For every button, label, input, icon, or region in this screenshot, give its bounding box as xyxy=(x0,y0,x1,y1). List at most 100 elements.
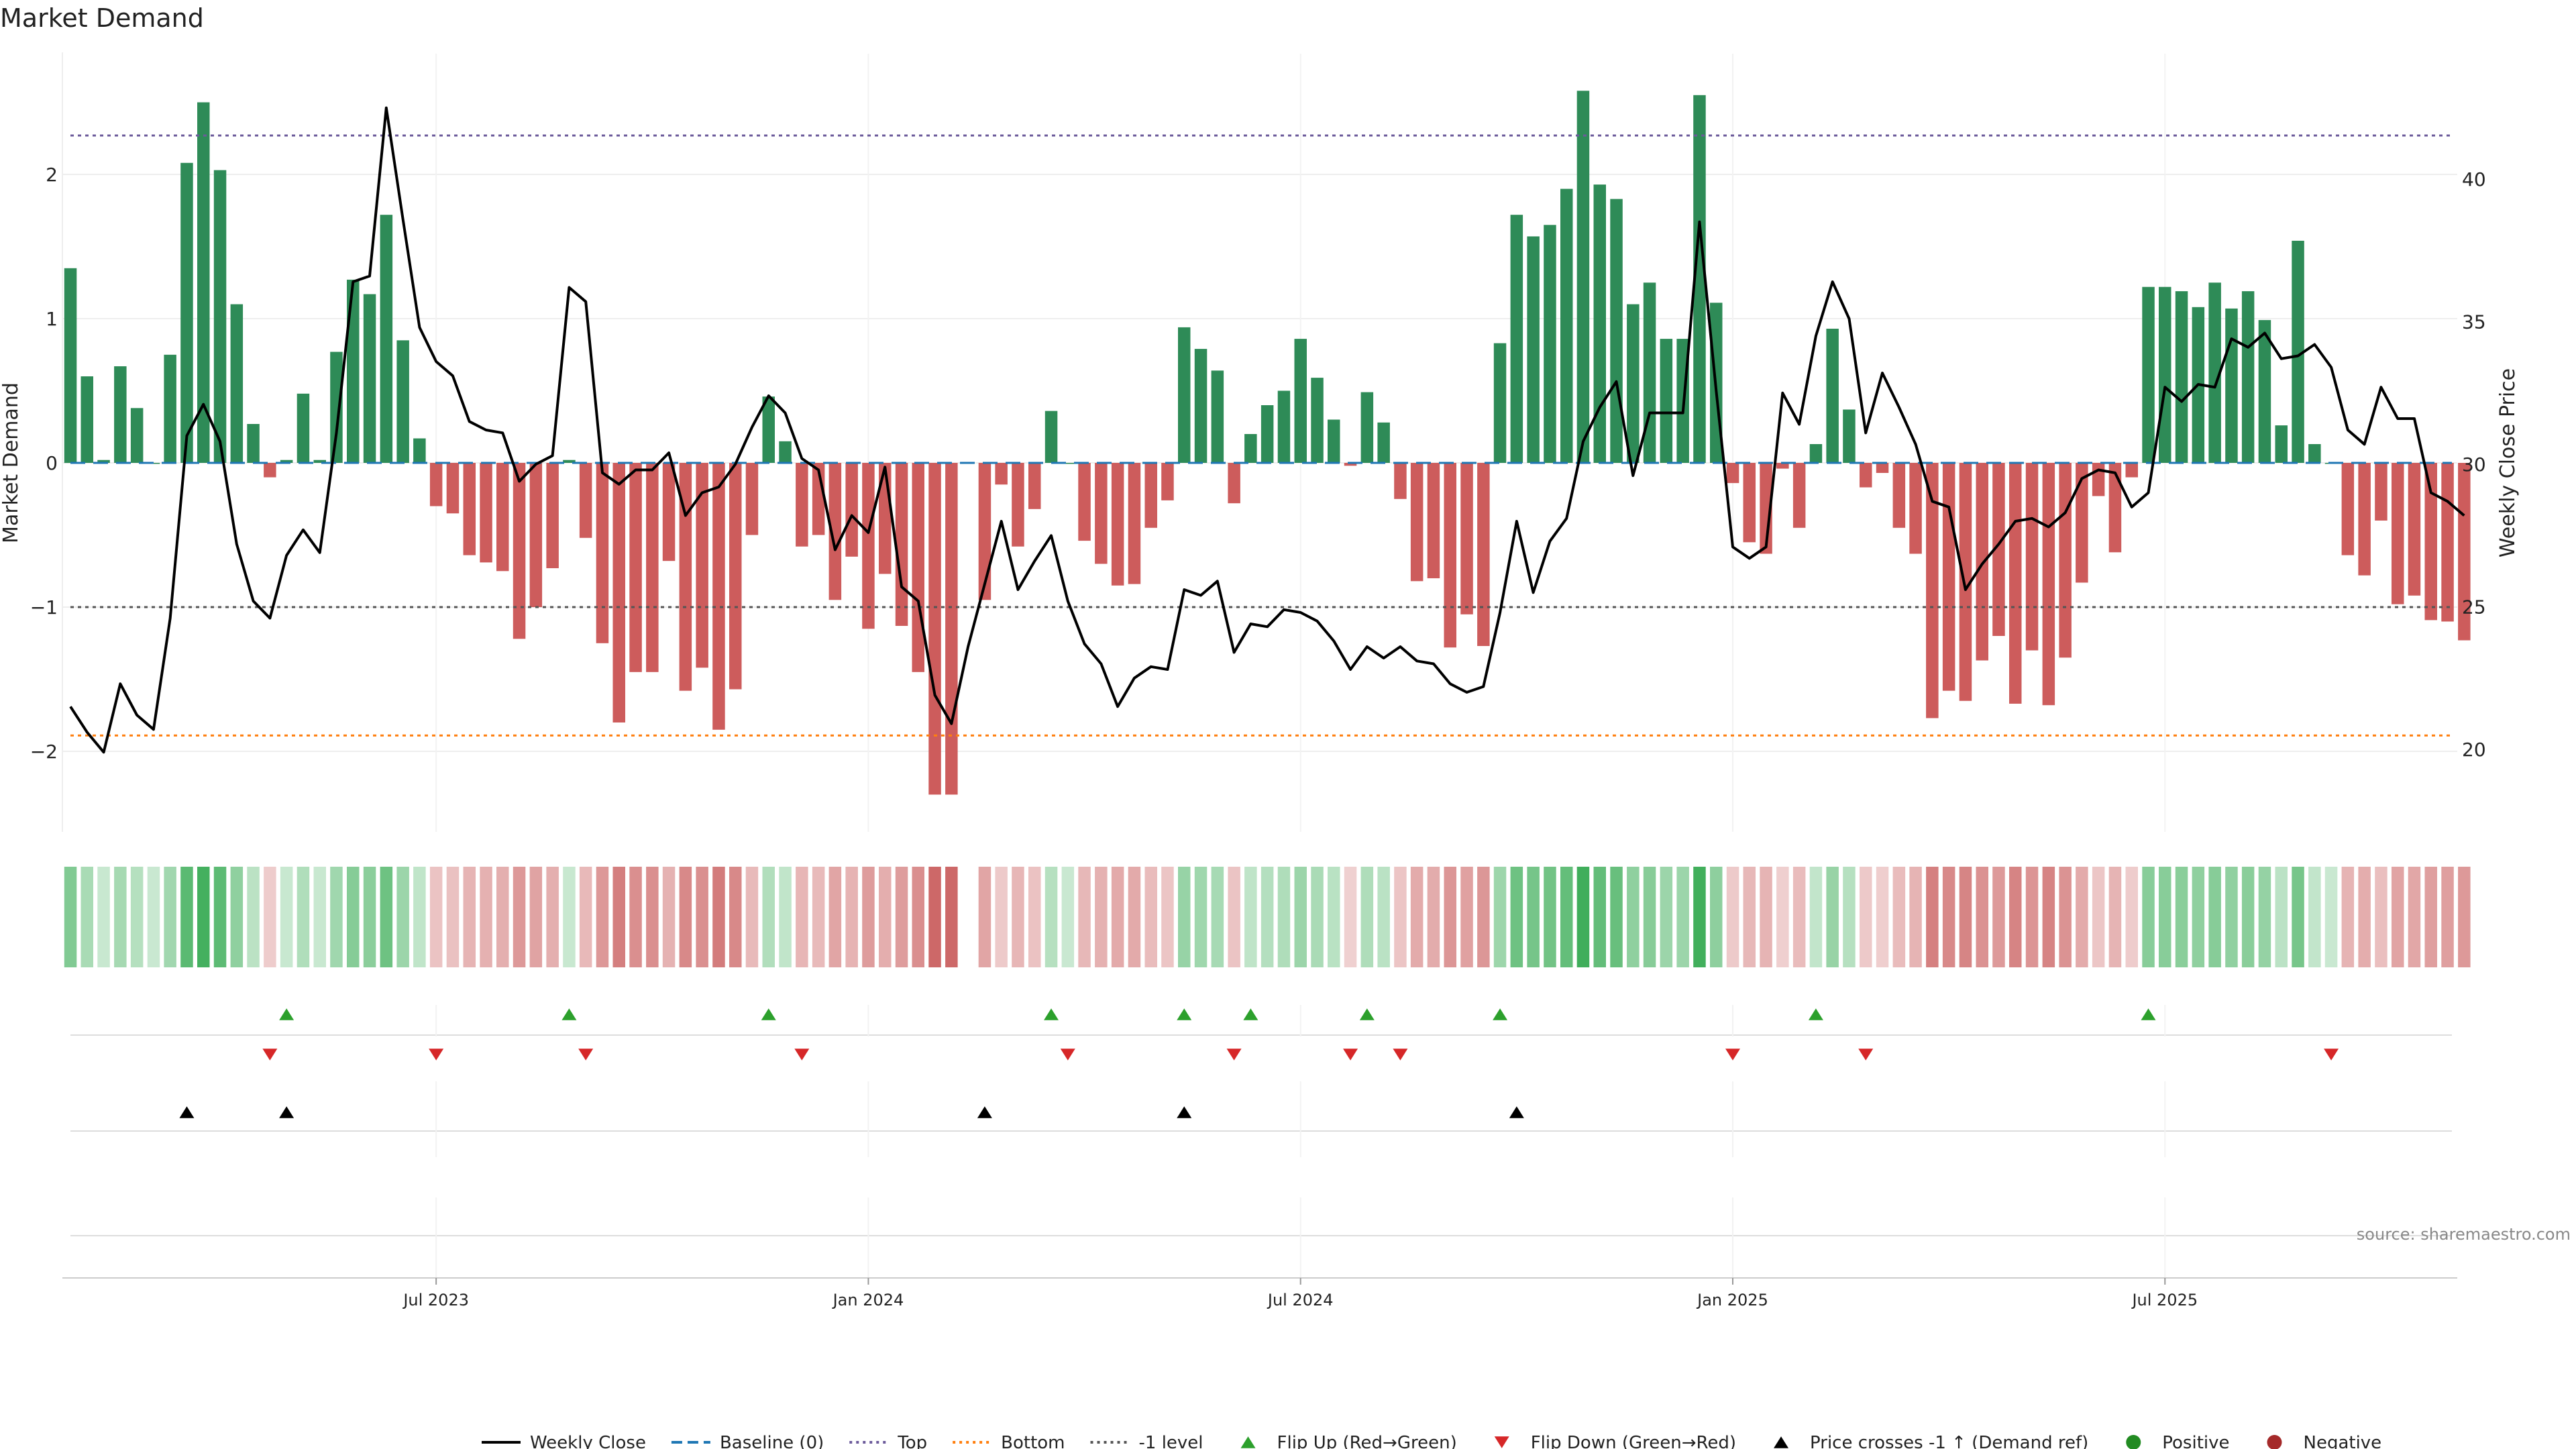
demand-bar xyxy=(712,463,725,730)
heat-cell xyxy=(862,867,875,967)
heat-cell xyxy=(2225,867,2238,967)
y-left-tick-label: −2 xyxy=(30,741,58,763)
heat-cell xyxy=(347,867,360,967)
event-panels xyxy=(70,1005,2452,1278)
demand-bar xyxy=(1876,463,1889,473)
heat-cell xyxy=(1427,867,1440,967)
legend-item: Top xyxy=(849,1433,927,1449)
demand-bar xyxy=(2076,463,2088,583)
price-cross-marker xyxy=(977,1106,992,1118)
legend-item: Flip Down (Green→Red) xyxy=(1494,1433,1736,1449)
demand-bar xyxy=(513,463,526,639)
demand-heat-strip xyxy=(64,867,2471,967)
demand-bar xyxy=(1743,463,1756,543)
chart-title: Market Demand xyxy=(0,3,204,33)
legend-item: Baseline (0) xyxy=(671,1433,824,1449)
demand-bar xyxy=(97,460,110,463)
demand-bar xyxy=(2025,463,2039,651)
demand-bar xyxy=(828,463,842,600)
y-left-tick-label: 1 xyxy=(46,308,58,330)
heat-cell xyxy=(978,867,991,967)
x-tick-label: Jul 2023 xyxy=(402,1291,469,1309)
heat-cell xyxy=(130,867,144,967)
heat-cell xyxy=(1344,867,1357,967)
y-left-tick-label: −1 xyxy=(30,596,58,619)
demand-bar xyxy=(729,463,742,690)
demand-bar xyxy=(1410,463,1424,582)
heat-cell xyxy=(297,867,310,967)
demand-bar xyxy=(912,463,924,672)
heat-cell xyxy=(2458,867,2471,967)
heat-cell xyxy=(1377,867,1390,967)
heat-cell xyxy=(2092,867,2105,967)
demand-bar xyxy=(679,463,692,691)
heat-cell xyxy=(1360,867,1374,967)
heat-cell xyxy=(1394,867,1407,967)
demand-bar xyxy=(2108,463,2122,553)
heat-cell xyxy=(1028,867,1041,967)
flip-up-marker xyxy=(1808,1008,1823,1020)
x-tick-label: Jan 2025 xyxy=(1696,1291,1768,1309)
heat-cell xyxy=(1244,867,1257,967)
demand-bar xyxy=(2092,463,2105,496)
demand-bar xyxy=(1228,463,1240,504)
heat-cell xyxy=(995,867,1008,967)
heat-cell xyxy=(1144,867,1157,967)
demand-bar xyxy=(1809,444,1823,463)
demand-bar xyxy=(1044,411,1058,463)
heat-cell xyxy=(529,867,543,967)
demand-bar xyxy=(1360,392,1374,463)
heat-cell xyxy=(2441,867,2454,967)
demand-bar xyxy=(995,463,1008,485)
heat-cell xyxy=(1992,867,2005,967)
heat-cell xyxy=(247,867,260,967)
heat-cell xyxy=(446,867,460,967)
legend-label: Baseline (0) xyxy=(720,1433,824,1449)
flip-down-marker xyxy=(794,1049,810,1061)
heat-cell xyxy=(1660,867,1673,967)
heat-cell xyxy=(2424,867,2437,967)
demand-bar xyxy=(2275,425,2288,463)
heat-cell xyxy=(2125,867,2138,967)
legend-label: Price crosses -1 ↑ (Demand ref) xyxy=(1810,1433,2088,1449)
demand-bar xyxy=(1892,463,1906,528)
flip-up-marker xyxy=(561,1008,577,1020)
x-axis: Jul 2023 Jan 2024 Jul 2024 Jan 2025 Jul 2025 xyxy=(62,1277,2457,1309)
heat-cell xyxy=(164,867,176,967)
demand-bar xyxy=(2009,463,2022,704)
demand-bar xyxy=(1277,390,1291,463)
heat-cell xyxy=(895,867,908,967)
y-right-tick-label: 30 xyxy=(2462,453,2486,476)
demand-bar xyxy=(1926,463,1939,718)
heat-cell xyxy=(313,867,326,967)
heat-cell xyxy=(1161,867,1174,967)
demand-bar xyxy=(1178,327,1191,463)
heat-cell xyxy=(1294,867,1307,967)
demand-bar xyxy=(330,352,343,463)
heat-cell xyxy=(2375,867,2387,967)
legend-item: Positive xyxy=(2126,1433,2230,1449)
heat-cell xyxy=(513,867,526,967)
flip-down-marker xyxy=(578,1049,594,1061)
heat-cell xyxy=(1809,867,1823,967)
heat-cell xyxy=(679,867,692,967)
heat-cell xyxy=(546,867,559,967)
demand-bar xyxy=(1776,463,1789,469)
heat-cell xyxy=(629,867,642,967)
demand-bar xyxy=(2241,291,2255,463)
demand-bar xyxy=(2292,240,2304,463)
demand-bar xyxy=(2458,463,2471,641)
flip-down-marker xyxy=(1393,1049,1408,1061)
heat-cell xyxy=(1260,867,1274,967)
heat-cell xyxy=(2159,867,2171,967)
main-panel: 2 1 0 −1 −2 40 35 30 25 20 Market Demand Weekly Clo… xyxy=(0,52,2520,832)
heat-cell xyxy=(1792,867,1806,967)
demand-bar xyxy=(2125,463,2138,478)
y-right-tick-label: 25 xyxy=(2462,596,2486,619)
heat-cell xyxy=(828,867,842,967)
demand-bar xyxy=(2059,463,2072,658)
heat-cell xyxy=(1128,867,1141,967)
heat-cell xyxy=(2358,867,2371,967)
demand-bar xyxy=(2341,463,2355,555)
flip-up-marker xyxy=(2141,1008,2156,1020)
